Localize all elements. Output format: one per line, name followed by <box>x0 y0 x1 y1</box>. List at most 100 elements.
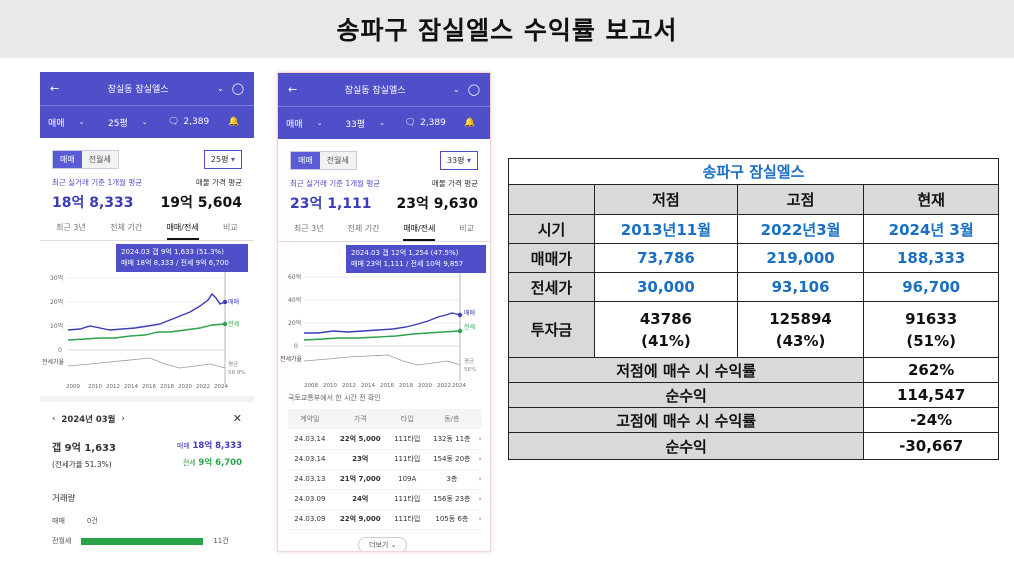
comment-count[interactable]: 🗨 2,389 <box>404 118 446 128</box>
svg-text:2024: 2024 <box>452 383 466 389</box>
result-value: -24% <box>863 407 999 433</box>
table-row[interactable]: 24.03.09 24억 111타입 156동 23층 › <box>288 489 482 510</box>
size-dropdown[interactable]: 33평 ▾ <box>439 151 478 170</box>
toggle-sale[interactable]: 매매 <box>53 151 82 168</box>
listing-price-value: 23억 9,630 <box>396 196 478 212</box>
svg-text:2009: 2009 <box>66 384 80 390</box>
table-row[interactable]: 24.03.13 21억 7,000 109A 3층 › <box>288 469 482 490</box>
table-row[interactable]: 24.03.14 22억 5,000 111타입 132동 11층 › <box>288 429 482 450</box>
table-cell: 2024년 3월 <box>863 214 999 244</box>
trade-type-toggle[interactable]: 매매 전월세 <box>52 150 119 169</box>
tab-sale-jeonse[interactable]: 매매/전세 <box>166 222 199 240</box>
row-header: 매매가 <box>508 243 595 273</box>
prev-month-icon[interactable]: ‹ <box>52 413 56 424</box>
header-title: 잠실동 잠실엘스 <box>107 85 169 95</box>
result-value: -30,667 <box>863 432 999 460</box>
y-tick: 40억 <box>288 296 301 304</box>
table-row[interactable]: 24.03.09 22억 9,000 111타입 105동 6층 › <box>288 509 482 530</box>
tab-recent3y[interactable]: 최근 3년 <box>293 224 324 233</box>
svg-text:2018: 2018 <box>399 383 413 389</box>
gap-ratio: (전세가율 51.3%) <box>52 460 112 469</box>
chart-tooltip: 2024.03 갭 9억 1,633 (51.3%) 매매 18억 8,333 … <box>116 244 248 272</box>
gap-value: 갭 9억 1,633 <box>52 443 116 454</box>
chevron-down-icon: ⌄ <box>390 541 397 549</box>
row-header: 투자금 <box>508 301 595 358</box>
tab-compare[interactable]: 비교 <box>223 223 238 232</box>
sale-line <box>67 292 226 331</box>
table-cell: 219,000 <box>736 243 865 273</box>
svg-text:2014: 2014 <box>361 383 375 389</box>
location-pin-icon[interactable]: ◯ <box>231 82 244 95</box>
jeonse-line <box>303 330 461 341</box>
back-arrow-icon[interactable]: ← <box>50 82 60 95</box>
svg-text:2024: 2024 <box>214 384 228 390</box>
chevron-right-icon: › <box>478 509 482 530</box>
svg-text:2010: 2010 <box>88 384 102 390</box>
table-cell: 2013년11월 <box>594 214 738 244</box>
tab-sale-jeonse[interactable]: 매매/전세 <box>403 223 436 241</box>
chevron-down-icon: ⌄ <box>379 119 385 127</box>
page-title: 송파구 잠실엘스 수익률 보고서 <box>336 16 678 45</box>
bell-icon[interactable]: 🔔 <box>228 117 240 127</box>
y-tick: 20억 <box>288 319 301 327</box>
chart-tooltip: 2024.03 갭 12억 1,254 (47.5%) 매매 23억 1,111… <box>346 245 486 273</box>
table-cell: 91633 (51%) <box>863 301 999 358</box>
tab-all[interactable]: 전체 기간 <box>110 223 143 232</box>
size-dropdown[interactable]: 25평 ▾ <box>203 150 242 169</box>
row-header: 시기 <box>508 214 595 244</box>
toggle-rent[interactable]: 전월세 <box>319 152 356 169</box>
tab-compare[interactable]: 비교 <box>459 224 475 233</box>
toggle-rent[interactable]: 전월세 <box>81 151 118 168</box>
table-cell: 73,786 <box>594 243 738 273</box>
back-arrow-icon[interactable]: ← <box>288 83 298 96</box>
sale-value: 18억 8,333 <box>192 441 243 451</box>
tab-all[interactable]: 전체 기간 <box>347 224 380 233</box>
x-axis-ticks: 2009 2010 2012 2014 2016 2018 2020 2022 … <box>66 384 228 390</box>
chevron-down-icon[interactable]: ⌄ <box>216 84 224 93</box>
price-chart: 30억 20억 10억 0 매매 전세 전세가율 평균 56.9% 2009 2… <box>42 272 245 390</box>
listing-price-label: 매물 가격 평균 <box>195 178 242 187</box>
volume-title: 거래량 <box>52 494 76 504</box>
sale-label: 매매 <box>176 442 190 450</box>
header-title: 잠실동 잠실엘스 <box>344 86 406 96</box>
close-icon[interactable]: ✕ <box>232 412 242 425</box>
filter-type[interactable]: 매매 ⌄ <box>286 119 323 130</box>
y-tick: 10억 <box>50 322 63 330</box>
price-chart: 60억 40억 20억 0 매매 전세 전세가율 평균 56% 2008 201… <box>280 273 476 389</box>
volume-sale-label: 매매 <box>52 517 65 525</box>
recent-price-value: 18억 8,333 <box>52 195 134 211</box>
result-label: 저점에 매수 시 수익률 <box>507 357 865 383</box>
filter-type[interactable]: 매매 ⌄ <box>48 118 85 129</box>
more-button[interactable]: 더보기 ⌄ <box>358 537 408 551</box>
ratio-label: 전세가율 <box>280 355 303 363</box>
volume-rent-bar <box>81 537 204 545</box>
next-month-icon[interactable]: › <box>121 413 125 424</box>
svg-text:2022: 2022 <box>196 384 210 390</box>
chevron-right-icon: › <box>478 429 482 450</box>
month-detail-panel: ‹ 2024년 03월 › ✕ 갭 9억 1,633 (전세가율 51.3%) … <box>40 412 254 546</box>
recent-price-value: 23억 1,111 <box>290 196 372 212</box>
listing-price-value: 19억 5,604 <box>160 195 242 211</box>
transaction-table: 계약일 가격 타입 동/층 24.03.14 22억 5,000 111타입 132동… <box>288 409 482 530</box>
table-row[interactable]: 24.03.14 23억 111타입 154동 20층 › <box>288 449 482 470</box>
jeonse-value: 9억 6,700 <box>198 458 242 468</box>
toggle-sale[interactable]: 매매 <box>291 152 320 169</box>
comment-count[interactable]: 🗨 2,389 <box>168 117 210 127</box>
tab-recent3y[interactable]: 최근 3년 <box>56 223 86 232</box>
table-cell: 2022년3월 <box>736 214 865 244</box>
title-bar: 송파구 잠실엘스 수익률 보고서 <box>0 0 1014 58</box>
y-tick: 20억 <box>50 298 63 306</box>
ratio-avg-label: 평균 <box>464 358 474 365</box>
ratio-value: 56.9% <box>228 370 245 376</box>
chevron-down-icon[interactable]: ⌄ <box>452 85 460 94</box>
location-pin-icon[interactable]: ◯ <box>467 83 480 96</box>
trade-type-toggle[interactable]: 매매 전월세 <box>290 151 357 170</box>
chevron-right-icon: › <box>478 489 482 510</box>
filter-size[interactable]: 25평 ⌄ <box>108 118 148 129</box>
filter-size[interactable]: 33평 ⌄ <box>345 119 385 130</box>
phone-screenshot-33: ← 잠실동 잠실엘스 ⌄ ◯ 매매 ⌄ 33평 ⌄ 🗨 2,389 🔔 매매 전월세 … <box>277 72 491 552</box>
result-label: 고점에 매수 시 수익률 <box>507 407 865 433</box>
svg-text:2012: 2012 <box>342 383 356 389</box>
legend-sale: 매매 <box>464 309 475 317</box>
bell-icon[interactable]: 🔔 <box>463 118 476 128</box>
